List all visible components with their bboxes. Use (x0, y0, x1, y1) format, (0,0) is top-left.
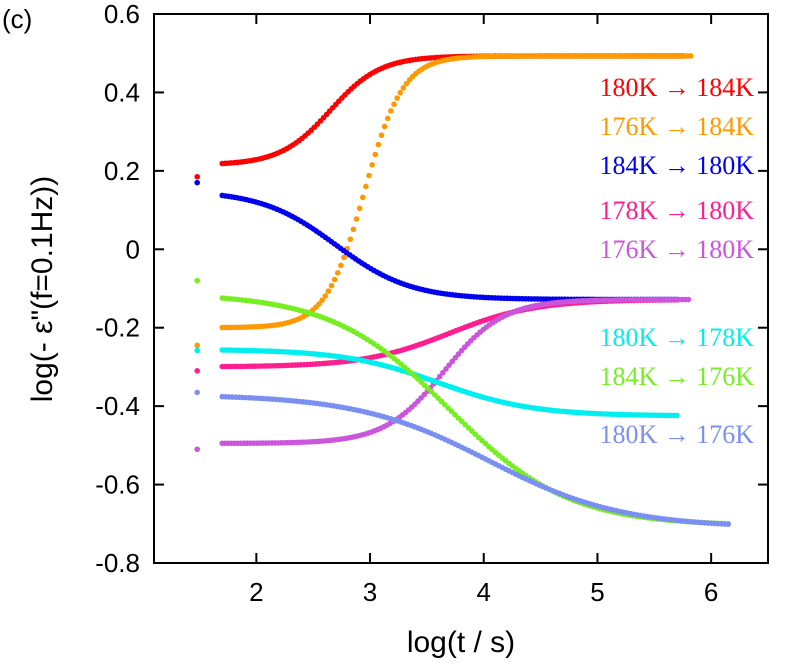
x-tick-label: 3 (363, 577, 377, 607)
y-tick-label: 0 (126, 234, 140, 264)
data-point (194, 173, 201, 180)
series (194, 53, 694, 349)
y-tick-label: 0.4 (104, 77, 140, 107)
y-tick-label: -0.8 (95, 548, 140, 578)
data-point (338, 262, 344, 269)
data-point (194, 446, 201, 453)
x-tick-label: 5 (590, 577, 604, 607)
data-point (397, 89, 404, 96)
data-point (194, 389, 201, 396)
y-tick-label: -0.6 (95, 470, 140, 500)
data-point (443, 366, 449, 372)
data-point (685, 296, 692, 303)
series (194, 179, 680, 303)
data-point (194, 342, 201, 349)
data-points (194, 53, 732, 528)
data-point (341, 254, 347, 261)
data-point (353, 216, 360, 222)
legend-entry: 180K → 178K (599, 323, 754, 352)
y-tick-label: -0.4 (95, 391, 140, 421)
data-point (350, 226, 357, 233)
legend-entry: 176K → 180K (599, 235, 754, 264)
data-point (363, 183, 369, 190)
data-point (319, 297, 325, 303)
legend-entry: 184K → 176K (599, 362, 754, 391)
y-tick-label: 0.2 (104, 156, 140, 186)
data-point (194, 179, 201, 186)
legend-entry: 176K → 184K (599, 112, 754, 141)
data-point (440, 369, 446, 376)
data-point (375, 141, 382, 148)
series (194, 347, 680, 419)
plot-frame (153, 13, 769, 564)
data-point (366, 172, 372, 179)
y-tick-label: -0.2 (95, 313, 140, 343)
data-point (378, 132, 385, 139)
data-point (194, 347, 201, 354)
legend-entry: 184K → 180K (599, 151, 754, 180)
data-point (725, 521, 732, 528)
data-point (328, 282, 335, 289)
x-tick-label: 6 (704, 577, 718, 607)
x-tick-label: 4 (477, 577, 491, 607)
data-point (194, 368, 201, 374)
legend-entry: 180K → 176K (599, 420, 754, 449)
data-point (388, 108, 394, 114)
data-point (391, 101, 397, 107)
data-point (325, 288, 332, 294)
data-point (322, 293, 329, 299)
y-axis-label: log(- ε"(f=0.1Hz)) (26, 176, 59, 403)
axis-ticks: -0.8 -0.6 -0.4 -0.2 0 0.2 0.4 0.6 2 3 4 5 6 (95, 0, 768, 607)
data-point (403, 80, 410, 87)
data-point (359, 194, 366, 201)
data-point (372, 151, 379, 158)
data-point (381, 123, 388, 130)
data-point (331, 276, 338, 283)
data-point (436, 373, 443, 380)
legend-entry: 180K → 184K (599, 73, 754, 102)
data-point (400, 85, 407, 91)
legend-entry: 178K → 180K (599, 196, 754, 225)
y-tick-label: 0.6 (104, 0, 140, 29)
data-point (334, 270, 341, 276)
x-axis-label: log(t / s) (407, 626, 515, 659)
data-point (369, 162, 375, 168)
legend: 180K → 184K 176K → 184K 184K → 180K 178K → … (599, 73, 754, 449)
x-tick-label: 2 (249, 577, 263, 607)
data-point (687, 53, 694, 59)
series (194, 277, 732, 527)
data-point (316, 301, 322, 307)
data-point (347, 236, 354, 243)
data-point (449, 358, 456, 365)
data-point (674, 412, 680, 419)
data-point (446, 362, 452, 368)
data-point (194, 277, 201, 284)
data-point (394, 95, 400, 101)
series (194, 389, 732, 528)
panel-label: (c) (2, 4, 33, 34)
data-point (356, 205, 363, 212)
data-point (384, 115, 391, 122)
